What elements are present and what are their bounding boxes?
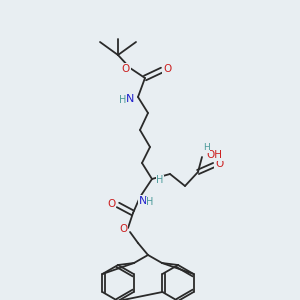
- Text: H: H: [156, 175, 164, 185]
- Text: O: O: [107, 199, 115, 209]
- Text: H: H: [119, 95, 127, 105]
- Text: N: N: [126, 94, 134, 104]
- Text: OH: OH: [206, 150, 222, 160]
- Text: O: O: [119, 224, 127, 234]
- Text: N: N: [139, 196, 147, 206]
- Text: H: H: [146, 197, 154, 207]
- Text: O: O: [122, 64, 130, 74]
- Text: H: H: [202, 143, 209, 152]
- Text: O: O: [215, 159, 223, 169]
- Text: O: O: [163, 64, 171, 74]
